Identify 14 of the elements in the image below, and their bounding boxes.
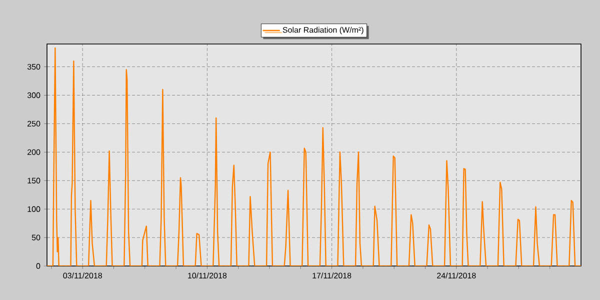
y-tick-label: 0 [36, 263, 40, 269]
x-tick-label: 17/11/2018 [312, 272, 352, 278]
y-tick-label: 350 [27, 64, 40, 70]
legend-label: Solar Radiation (W/m²) [282, 26, 364, 34]
y-tick-label: 300 [27, 92, 40, 98]
x-tick-label: 24/11/2018 [437, 272, 476, 278]
x-tick-label: 10/11/2018 [188, 272, 227, 278]
y-tick-label: 200 [28, 149, 40, 155]
y-tick-label: 50 [32, 234, 40, 240]
x-tick-label: 03/11/2018 [63, 272, 102, 278]
y-tick-label: 250 [28, 120, 40, 127]
y-tick-label: 150 [28, 178, 40, 184]
line-series [47, 47, 582, 266]
y-tick-label: 100 [28, 206, 40, 212]
